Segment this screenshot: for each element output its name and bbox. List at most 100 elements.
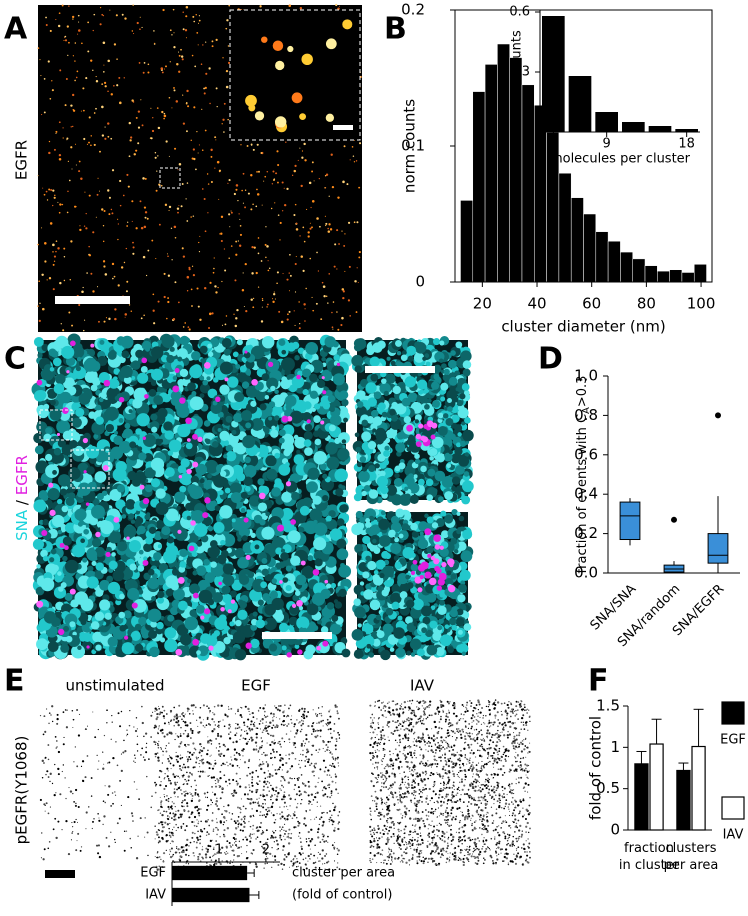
image-spot [186, 103, 188, 105]
image-spot [266, 306, 267, 307]
image-spot [308, 235, 310, 237]
image-spot [224, 103, 226, 105]
image-spot [64, 280, 65, 281]
image-spot [293, 214, 295, 216]
image-spot [267, 171, 268, 172]
image-spot [331, 583, 336, 588]
image-spot [158, 127, 160, 129]
image-spot [50, 367, 54, 371]
image-spot [37, 175, 38, 176]
image-spot [51, 549, 57, 555]
image-spot [165, 204, 167, 206]
image-spot [139, 62, 141, 64]
image-spot [52, 244, 55, 247]
image-spot [275, 298, 276, 299]
image-spot [75, 206, 76, 207]
image-spot [292, 92, 303, 103]
image-spot [86, 272, 88, 274]
image-spot [200, 346, 208, 354]
image-spot [119, 441, 131, 453]
image-spot [157, 591, 164, 598]
image-spot [447, 515, 452, 520]
image-spot [406, 425, 413, 432]
image-spot [41, 274, 43, 276]
image-spot [157, 155, 158, 156]
image-spot [245, 190, 246, 191]
image-spot [370, 374, 378, 382]
image-spot [115, 461, 126, 472]
image-spot [171, 228, 172, 229]
image-spot [331, 312, 333, 314]
image-spot [129, 155, 131, 157]
image-spot [81, 42, 83, 44]
image-spot [391, 415, 398, 422]
image-spot [66, 370, 69, 373]
image-spot [325, 442, 337, 454]
image-spot [106, 424, 114, 432]
image-spot [192, 639, 199, 646]
image-spot [329, 406, 335, 412]
image-spot [107, 122, 109, 124]
image-spot [148, 609, 162, 623]
image-spot [399, 534, 404, 539]
image-spot [128, 186, 130, 188]
image-spot [305, 342, 318, 355]
image-spot [277, 164, 279, 166]
image-spot [432, 488, 437, 493]
image-spot [163, 421, 173, 431]
image-spot [97, 178, 98, 179]
image-spot [121, 336, 134, 349]
image-spot [124, 262, 125, 263]
image-spot [147, 71, 149, 73]
image-spot [309, 373, 318, 382]
image-spot [122, 642, 134, 654]
image-spot [417, 379, 427, 389]
image-spot [437, 585, 442, 590]
image-spot [100, 520, 109, 529]
image-spot [439, 600, 445, 606]
image-spot [47, 488, 59, 500]
image-spot [112, 169, 114, 171]
image-spot [142, 341, 151, 350]
scale-bar [55, 296, 130, 304]
image-spot [348, 299, 350, 301]
image-spot [427, 554, 431, 558]
image-spot [84, 192, 85, 193]
image-spot [296, 256, 297, 257]
image-spot [236, 309, 238, 311]
image-spot [283, 577, 289, 583]
image-spot [258, 253, 260, 255]
image-spot [64, 256, 65, 257]
image-spot [99, 398, 103, 402]
image-spot [217, 555, 226, 564]
image-spot [193, 106, 195, 108]
image-spot [440, 396, 445, 401]
image-spot [296, 600, 303, 607]
image-spot [240, 234, 242, 236]
image-spot [303, 401, 311, 409]
image-spot [374, 570, 379, 575]
image-spot [456, 644, 464, 652]
image-spot [289, 311, 291, 313]
image-spot [63, 137, 64, 138]
image-spot [287, 319, 289, 321]
image-spot [464, 623, 472, 631]
image-spot [137, 565, 144, 572]
image-spot [420, 635, 428, 643]
image-spot [368, 441, 376, 449]
image-spot [242, 535, 248, 541]
image-spot [331, 615, 338, 622]
image-spot [267, 304, 269, 306]
image-spot [174, 89, 176, 91]
image-spot [393, 386, 401, 394]
image-spot [376, 430, 387, 441]
image-spot [449, 563, 453, 567]
image-spot [131, 360, 140, 369]
image-spot [240, 365, 247, 372]
image-spot [268, 362, 273, 367]
image-spot [233, 631, 245, 643]
image-spot [404, 487, 408, 491]
image-spot [37, 305, 38, 306]
image-spot [266, 245, 269, 248]
image-spot [334, 438, 340, 444]
